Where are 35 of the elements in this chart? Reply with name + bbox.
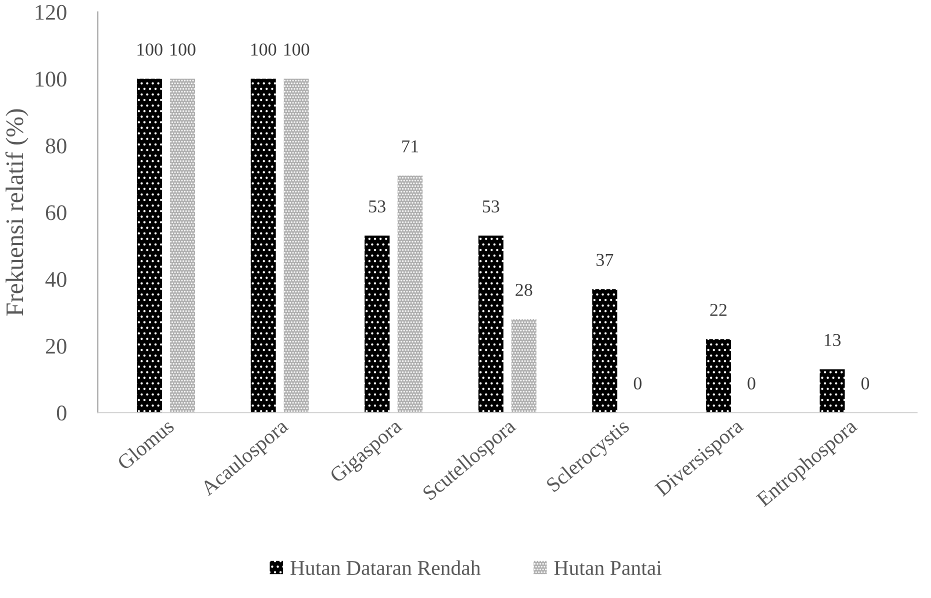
y-tick-label: 40: [45, 272, 66, 287]
bar: [170, 78, 196, 413]
legend-label: Hutan Dataran Rendah: [290, 560, 481, 576]
legend-label: Hutan Pantai: [554, 561, 662, 576]
data-label: 0: [748, 377, 756, 390]
data-label: 53: [369, 200, 386, 213]
data-label: 0: [634, 377, 642, 390]
bar: [592, 289, 618, 413]
y-tick-label: 0: [56, 406, 66, 421]
data-label: 28: [516, 284, 532, 296]
data-label: 13: [824, 334, 841, 346]
y-axis-title: Frekuensi relatif (%): [5, 109, 28, 316]
bar: [398, 176, 423, 413]
y-tick-label: 80: [46, 138, 66, 154]
bar: [250, 78, 276, 413]
bar: [478, 236, 504, 413]
data-label: 0: [861, 377, 870, 390]
data-label: 71: [402, 140, 418, 152]
data-label: 100: [284, 43, 310, 56]
y-tick-label: 60: [46, 205, 66, 220]
data-label: 100: [251, 43, 276, 56]
bar: [364, 236, 390, 413]
bar: [706, 339, 731, 413]
bar: [820, 369, 845, 413]
y-tick-label: 20: [46, 338, 66, 354]
bar: [137, 78, 162, 413]
bar: [511, 319, 536, 413]
data-label: 100: [170, 43, 196, 56]
bar: [284, 78, 309, 413]
data-label: 53: [482, 200, 500, 213]
y-tick-label: 100: [36, 72, 66, 87]
data-label: 37: [596, 254, 614, 266]
y-tick-label: 120: [36, 4, 66, 20]
data-label: 100: [138, 43, 162, 56]
data-label: 22: [710, 304, 727, 316]
